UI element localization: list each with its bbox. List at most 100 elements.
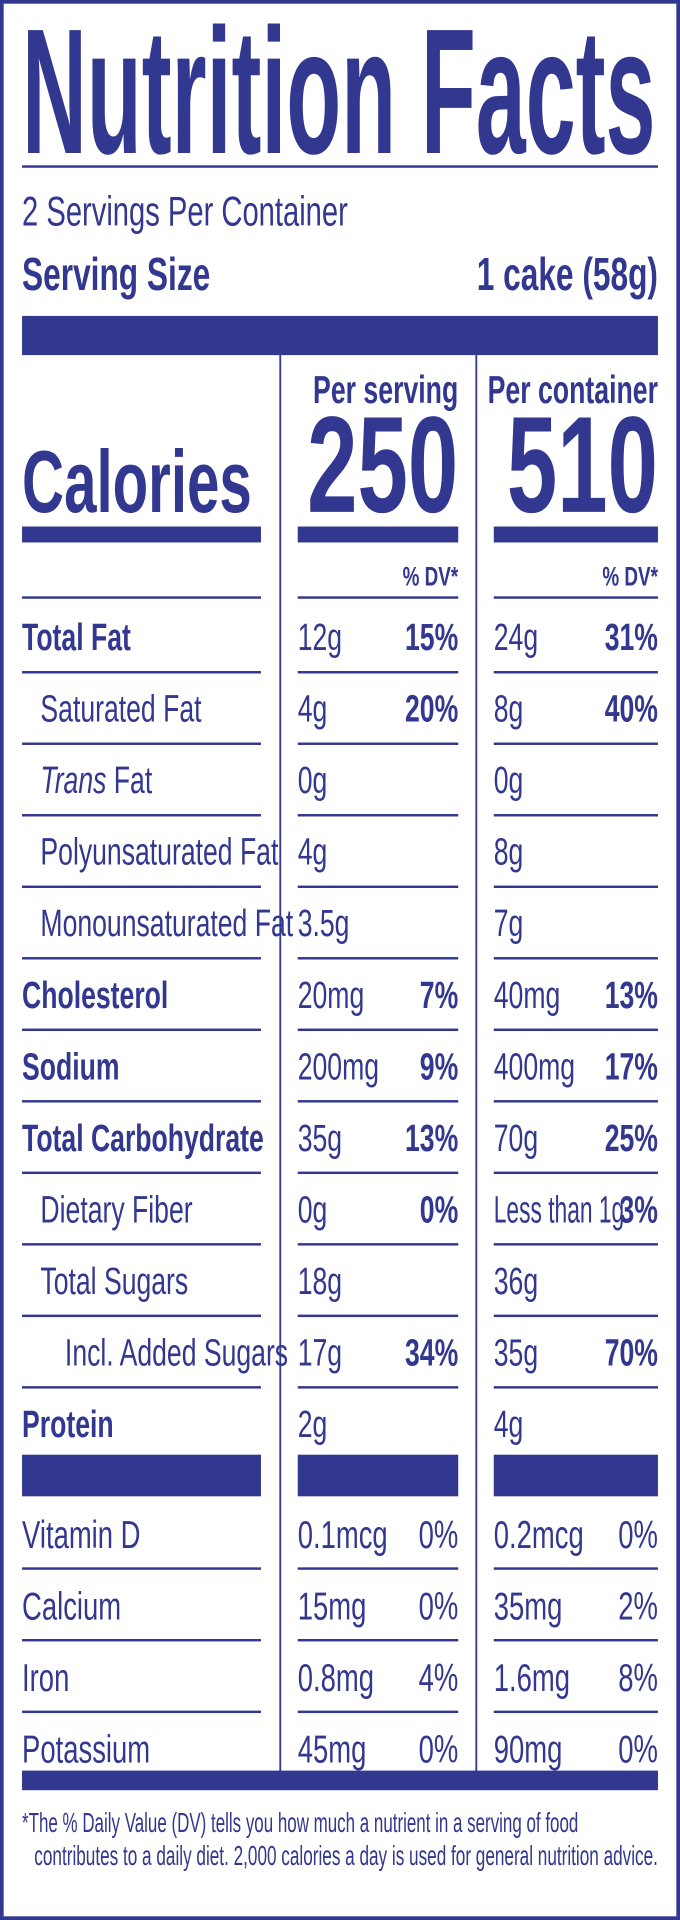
vitamin-dv: 4% [419,1656,459,1700]
nutrient-dv: 9% [420,1045,458,1088]
serving-size-value: 1 cake (58g) [477,249,658,300]
vitamin-dv: 0% [419,1585,459,1629]
nutrient-dv: 20% [405,687,458,730]
calories-bar [493,526,658,543]
row-rule [22,1314,261,1318]
nutrient-amount: 18g [298,1259,342,1302]
row-rule [297,671,459,674]
calories-value: 250 [307,388,458,541]
thick-bar-vitamins [493,1454,658,1497]
nutrient-dv: 31% [605,615,658,658]
nutrient-name: Sodium [22,1045,119,1088]
row-rule [297,957,459,960]
row-rule [493,596,658,599]
row-rule [493,1028,658,1032]
nutrient-name: Total Carbohydrate [22,1116,264,1159]
vitamin-dv: 2% [618,1585,658,1629]
nutrient-name: Cholesterol [22,973,168,1016]
dv-header: % DV* [403,561,459,591]
vitamin-name: Vitamin D [22,1513,140,1557]
thick-bar-vitamins [22,1454,261,1497]
column-divider [475,355,478,1772]
nutrient-name: Incl. Added Sugars [65,1331,288,1374]
vitamin-amount: 45mg [298,1728,367,1772]
nutrient-dv: 7% [420,973,458,1016]
thick-bar-bottom [22,1770,658,1791]
nutrient-amount: 400mg [494,1045,575,1088]
row-rule [22,1567,261,1570]
thick-bar-top [22,315,658,356]
row-rule [493,1314,658,1318]
row-rule [22,1638,261,1642]
nutrient-amount: 4g [298,687,328,730]
row-rule [22,596,261,599]
nutrient-amount: 35g [494,1331,538,1374]
nutrient-name: Protein [22,1402,114,1445]
nutrient-amount: 17g [298,1331,342,1374]
nutrient-amount: 0g [298,758,328,801]
row-rule [493,1171,658,1175]
nutrient-amount: 36g [494,1259,538,1302]
row-rule [22,885,261,888]
calories-label: Calories [22,432,252,531]
row-rule [297,742,459,745]
row-rule [22,957,261,960]
nutrient-amount: 24g [494,615,538,658]
vitamin-dv: 0% [419,1513,459,1557]
nutrient-dv: 40% [605,687,658,730]
row-rule [493,1100,658,1103]
row-rule [297,1567,459,1570]
row-rule [22,742,261,745]
nutrient-dv: 15% [405,615,458,658]
nutrient-dv: 70% [605,1331,658,1374]
row-rule [22,1243,261,1246]
vitamin-amount: 35mg [494,1585,563,1629]
label-title: Nutrition Facts [22,0,655,191]
row-rule [297,1171,459,1175]
row-rule [493,1386,658,1389]
nutrient-amount: 200mg [298,1045,379,1088]
row-rule [297,1028,459,1032]
nutrient-amount: 12g [298,615,342,658]
nutrient-dv: 17% [605,1045,658,1088]
nutrient-amount: 35g [298,1116,342,1159]
nutrient-amount: Less than 1g [494,1188,624,1230]
nutrient-name-rest: Fat [106,758,152,801]
servings-per-container: 2 Servings Per Container [22,187,348,234]
nutrient-name: Total Fat [22,615,131,658]
row-rule [22,1710,261,1714]
nutrient-amount: 7g [494,901,524,944]
row-rule [493,671,658,674]
row-rule [297,1314,459,1318]
vitamin-name: Calcium [22,1585,121,1629]
nutrient-amount: 70g [494,1116,538,1159]
vitamin-name: Iron [22,1656,69,1700]
row-rule [297,1710,459,1714]
row-rule [493,885,658,888]
nutrient-dv: 34% [405,1331,458,1374]
row-rule [22,1386,261,1389]
column-header: Per container [488,369,658,412]
row-rule [493,742,658,745]
nutrient-amount: 0g [494,758,524,801]
footnote-line: contributes to a daily diet. 2,000 calor… [34,1839,658,1871]
row-rule [22,1028,261,1032]
column-header: Per serving [313,369,458,412]
row-rule [297,1638,459,1642]
nutrient-amount: 40mg [494,973,561,1016]
vitamin-amount: 0.8mg [298,1656,374,1700]
calories-bar [22,526,261,543]
vitamin-dv: 8% [618,1656,658,1700]
nutrient-dv: 0% [420,1188,458,1231]
nutrient-amount: 2g [298,1402,328,1445]
nutrient-amount: 20mg [298,973,365,1016]
row-rule [22,1100,261,1103]
row-rule [22,814,261,817]
nutrient-amount: 8g [494,687,524,730]
row-rule [493,814,658,817]
vitamin-dv: 0% [419,1728,459,1772]
row-rule [297,814,459,817]
nutrient-name: Total Sugars [40,1259,188,1302]
